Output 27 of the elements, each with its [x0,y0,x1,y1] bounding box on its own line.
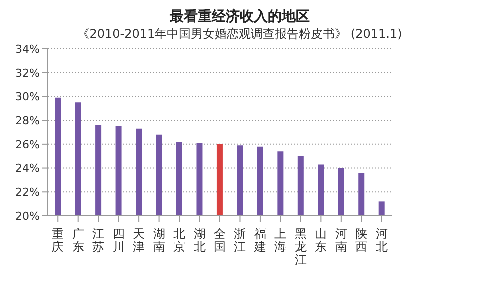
x-tick-label: 湖北 [194,227,206,254]
x-tick-label: 全国 [214,227,226,254]
x-tick-label: 黑龙江 [294,227,307,267]
x-tick-label: 重庆 [52,227,64,254]
x-tick-label: 广东 [72,227,84,254]
chart-subtitle: 《2010-2011年中国男女婚恋观调查报告粉皮书》 (2011.1) [76,26,404,43]
x-tick-label: 浙江 [234,227,246,254]
y-tick-label: 20% [16,210,40,223]
x-tick-label: 湖南 [153,227,166,254]
y-tick-label: 22% [16,186,40,200]
y-tick-label: 30% [16,90,40,104]
x-tick-label: 江苏 [92,227,105,254]
y-tick-label: 28% [16,114,40,128]
y-tick-label: 34% [16,42,40,56]
y-tick-label: 24% [16,162,40,176]
y-tick-label: 32% [16,66,40,80]
x-tick-label: 河北 [376,227,388,254]
y-tick-label: 26% [16,138,40,152]
chart-title: 最看重经济收入的地区 [169,8,311,26]
x-tick-label: 陕西 [356,227,368,254]
x-tick-label: 河南 [335,227,348,254]
x-tick-label: 四川 [112,227,125,254]
x-tick-label: 福建 [253,227,266,254]
x-tick-label: 山东 [315,227,328,254]
x-tick-label: 上海 [274,227,287,254]
x-tick-label: 天津 [133,227,146,254]
x-tick-label: 北京 [174,227,186,254]
